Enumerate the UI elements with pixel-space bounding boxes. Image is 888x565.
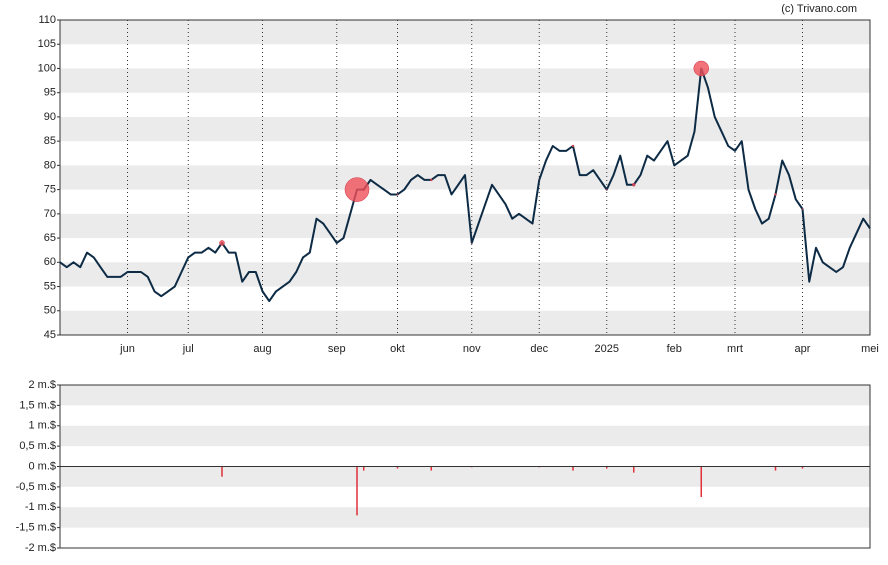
y-tick-label: 110 [38, 14, 56, 26]
y-tick-label: -0,5 m.$ [16, 481, 56, 493]
y-tick-label: 80 [44, 159, 56, 171]
grid-band [60, 425, 870, 447]
bar [774, 466, 777, 471]
x-tick-label: nov [463, 343, 481, 355]
x-tick-label: jun [119, 343, 135, 355]
x-tick-label: okt [390, 343, 405, 355]
y-tick-label: 1,5 m.$ [19, 399, 56, 411]
bar [633, 466, 635, 473]
x-tick-label: mrt [727, 343, 743, 355]
grid-band [60, 20, 870, 45]
y-tick-label: 95 [44, 87, 56, 99]
x-tick-label: sep [328, 343, 346, 355]
event-marker [362, 188, 365, 191]
bar [396, 466, 399, 469]
grid-band [60, 385, 870, 406]
grid-band [60, 466, 870, 487]
event-marker [219, 240, 225, 246]
grid-band [60, 310, 870, 335]
y-tick-label: 50 [44, 305, 56, 317]
grid-band [60, 213, 870, 239]
bar [700, 466, 702, 498]
grid-band [60, 507, 870, 528]
event-marker [774, 193, 777, 196]
event-marker [632, 183, 636, 187]
y-tick-label: 1 m.$ [28, 420, 56, 432]
bar [221, 466, 223, 477]
y-tick-label: -1,5 m.$ [16, 522, 56, 534]
bar [363, 466, 365, 471]
event-marker [344, 177, 370, 202]
x-tick-label: jul [182, 343, 194, 355]
y-tick-label: 55 [44, 280, 56, 292]
x-tick-label: mei [861, 343, 879, 355]
y-tick-label: -2 m.$ [25, 542, 56, 554]
event-marker [801, 208, 804, 210]
y-tick-label: 70 [44, 208, 56, 220]
y-tick-label: 0 m.$ [28, 460, 56, 472]
x-tick-label: 2025 [595, 343, 619, 355]
grid-band [60, 116, 870, 142]
x-tick-label: apr [795, 343, 811, 355]
bar [801, 466, 804, 469]
y-tick-label: 90 [44, 111, 56, 123]
y-tick-label: 60 [44, 256, 56, 268]
event-marker [396, 193, 399, 196]
y-tick-label: 100 [38, 62, 56, 74]
watermark: (c) Trivano.com [781, 3, 857, 15]
price-line [59, 67, 871, 303]
x-tick-label: aug [253, 343, 271, 355]
y-tick-label: 75 [44, 184, 56, 196]
bar [606, 466, 608, 469]
y-tick-label: -1 m.$ [25, 501, 56, 513]
bar [572, 466, 574, 471]
x-tick-label: dec [530, 343, 548, 355]
y-tick-label: 85 [44, 135, 56, 147]
grid-band [60, 262, 870, 287]
x-tick-label: feb [667, 343, 682, 355]
y-tick-label: 0,5 m.$ [19, 440, 56, 452]
y-tick-label: 105 [38, 38, 56, 50]
y-tick-label: 65 [44, 232, 56, 244]
grid-band [60, 68, 870, 93]
plot-frame [59, 19, 871, 336]
event-marker [430, 178, 433, 182]
y-tick-label: 2 m.$ [28, 379, 56, 391]
y-tick-label: 45 [44, 329, 56, 341]
event-marker [571, 144, 575, 148]
event-marker [606, 188, 608, 191]
event-marker [693, 60, 709, 77]
bar [430, 466, 432, 471]
bar [356, 466, 358, 516]
